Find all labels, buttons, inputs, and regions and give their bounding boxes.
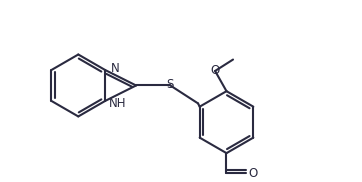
Text: N: N — [111, 62, 120, 75]
Text: O: O — [210, 64, 220, 78]
Text: S: S — [167, 78, 174, 91]
Text: NH: NH — [109, 97, 127, 110]
Text: O: O — [249, 167, 258, 180]
